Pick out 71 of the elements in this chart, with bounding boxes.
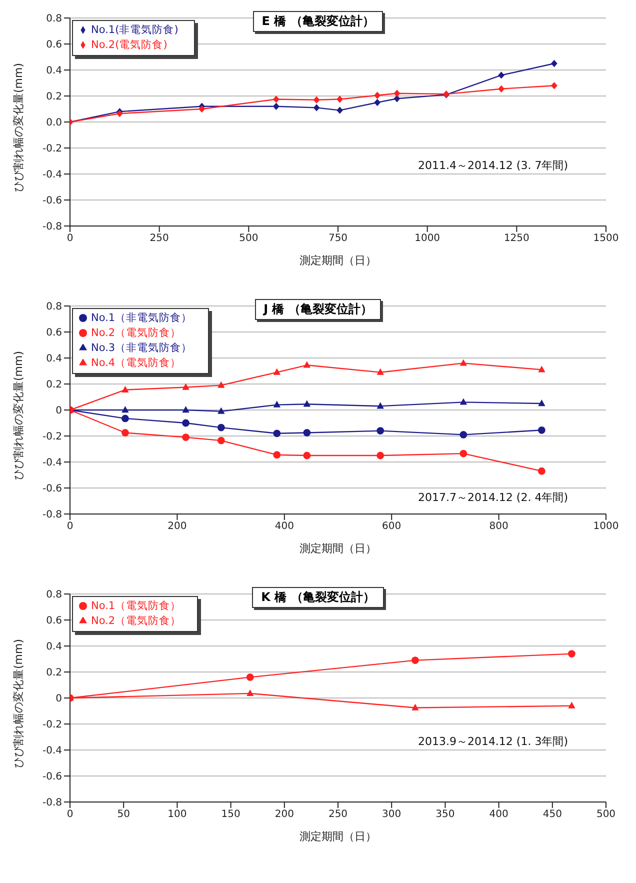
x-tick-label: 400 bbox=[274, 521, 294, 532]
chart-title: K 橋 （亀裂変位計） bbox=[252, 587, 384, 608]
y-tick-label: 0.8 bbox=[46, 14, 62, 25]
y-tick-label: -0.8 bbox=[42, 798, 62, 809]
legend-label: No.1(非電気防食) bbox=[91, 24, 178, 36]
legend-label: No.2（電気防食） bbox=[91, 615, 182, 627]
y-tick-label: -0.2 bbox=[42, 720, 62, 731]
y-tick-label: 0.6 bbox=[46, 40, 62, 51]
y-tick-label: 0.6 bbox=[46, 328, 62, 339]
y-tick-label: -0.2 bbox=[42, 432, 62, 443]
x-axis-title: 測定期間（日） bbox=[300, 254, 376, 267]
x-tick-label: 300 bbox=[382, 809, 402, 820]
y-axis-title: ひび割れ幅の変化量(mm) bbox=[12, 62, 25, 192]
y-tick-label: 0.4 bbox=[46, 354, 62, 365]
y-tick-label: -0.6 bbox=[42, 484, 62, 495]
legend-label: No.4（電気防食） bbox=[91, 357, 182, 369]
x-tick-label: 500 bbox=[596, 809, 616, 820]
y-tick-label: 0.6 bbox=[46, 616, 62, 627]
y-tick-label: -0.2 bbox=[42, 144, 62, 155]
x-axis-title: 測定期間（日） bbox=[300, 830, 376, 843]
x-tick-label: 1250 bbox=[504, 233, 530, 244]
y-tick-label: -0.4 bbox=[42, 746, 62, 757]
y-axis-title: ひび割れ幅の変化量(mm) bbox=[12, 638, 25, 768]
y-tick-label: 0.4 bbox=[46, 642, 62, 653]
y-tick-label: 0.2 bbox=[46, 380, 62, 391]
x-tick-label: 1000 bbox=[593, 521, 619, 532]
annotation: 2017.7～2014.12 (2. 4年間) bbox=[418, 490, 568, 505]
y-tick-label: 0.0 bbox=[46, 118, 62, 129]
annotation: 2013.9～2014.12 (1. 3年間) bbox=[418, 734, 568, 749]
x-tick-label: 250 bbox=[150, 233, 169, 244]
legend-label: No.2（電気防食） bbox=[91, 327, 182, 339]
y-tick-label: -0.4 bbox=[42, 458, 62, 469]
y-tick-label: -0.6 bbox=[42, 772, 62, 783]
legend-label: No.2(電気防食) bbox=[91, 39, 168, 51]
y-tick-label: -0.8 bbox=[42, 510, 62, 521]
y-tick-label: 0.2 bbox=[46, 668, 62, 679]
x-tick-label: 0 bbox=[66, 233, 74, 244]
annotation: 2011.4～2014.12 (3. 7年間) bbox=[418, 158, 568, 173]
x-tick-label: 1500 bbox=[593, 233, 619, 244]
y-tick-label: -0.4 bbox=[42, 170, 62, 181]
x-tick-label: 0 bbox=[66, 809, 74, 820]
y-tick-label: 0 bbox=[56, 694, 62, 705]
x-tick-label: 400 bbox=[489, 809, 508, 820]
y-tick-label: -0.8 bbox=[42, 222, 62, 233]
y-tick-label: 0.8 bbox=[46, 302, 62, 313]
x-tick-label: 350 bbox=[436, 809, 455, 820]
x-tick-label: 100 bbox=[168, 809, 187, 820]
legend-label: No.3（非電気防食） bbox=[91, 342, 192, 354]
x-tick-label: 1000 bbox=[414, 233, 440, 244]
legend-label: No.1（非電気防食） bbox=[91, 312, 192, 324]
y-tick-label: 0.8 bbox=[46, 590, 62, 601]
chart-title: J 橋 （亀裂変位計） bbox=[254, 299, 382, 320]
chart-title: E 橋 （亀裂変位計） bbox=[252, 11, 384, 32]
x-tick-label: 200 bbox=[168, 521, 187, 532]
x-tick-label: 200 bbox=[274, 809, 294, 820]
x-tick-label: 600 bbox=[382, 521, 402, 532]
legend-label: No.1（電気防食） bbox=[91, 600, 182, 612]
y-tick-label: 0 bbox=[56, 406, 62, 417]
x-tick-label: 500 bbox=[239, 233, 258, 244]
x-tick-label: 750 bbox=[328, 233, 348, 244]
y-axis-title: ひび割れ幅の変化量(mm) bbox=[12, 350, 25, 480]
y-tick-label: 0.4 bbox=[46, 66, 62, 77]
x-axis-title: 測定期間（日） bbox=[300, 542, 376, 555]
x-tick-label: 0 bbox=[66, 521, 74, 532]
x-tick-label: 50 bbox=[117, 809, 130, 820]
y-tick-label: -0.6 bbox=[42, 196, 62, 207]
x-tick-label: 800 bbox=[489, 521, 508, 532]
x-tick-label: 450 bbox=[542, 809, 562, 820]
x-tick-label: 250 bbox=[328, 809, 348, 820]
y-tick-label: 0.2 bbox=[46, 92, 62, 103]
x-tick-label: 150 bbox=[221, 809, 240, 820]
